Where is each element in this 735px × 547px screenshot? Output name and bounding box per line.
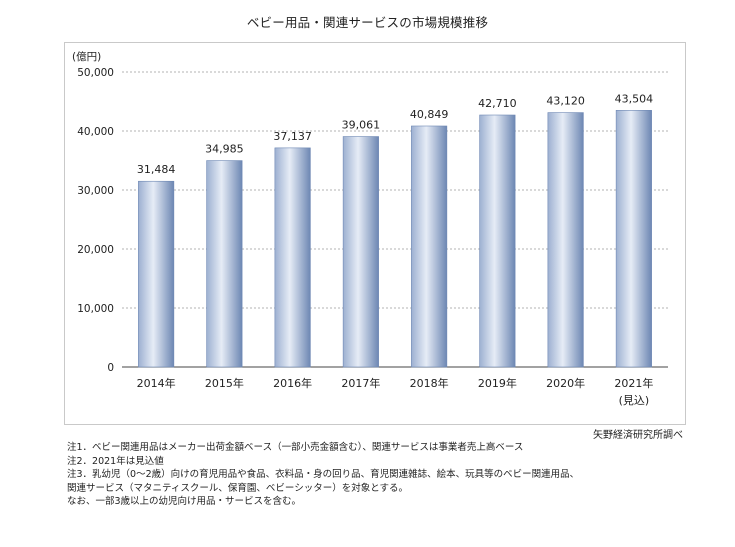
footnote-3-cont: 関連サービス（マタニティスクール、保育園、ベビーシッター）を対象とする。 [67, 482, 408, 494]
bar-value-label: 43,120 [546, 95, 585, 108]
bar [138, 180, 175, 368]
x-tick-label: 2017年 [341, 376, 380, 390]
bar [206, 160, 243, 368]
x-tick-label: 2014年 [137, 376, 176, 390]
source-credit: 矢野経済研究所調べ [593, 430, 683, 441]
bar-value-label: 37,137 [273, 130, 312, 143]
footnote-1: 注1．ベビー関連用品はメーカー出荷金額ベース（一部小売金額含む）、関連サービスは… [67, 442, 524, 453]
bar-value-label: 34,985 [205, 143, 244, 156]
footnote-2: 注2．2021年は見込値 [67, 455, 164, 467]
bar-value-label: 42,710 [478, 97, 517, 110]
x-tick-label: 2020年 [546, 376, 585, 390]
bar [479, 114, 516, 368]
bar [615, 110, 652, 368]
x-tick-sublabel: (見込) [619, 394, 650, 407]
footnote-4: なお、一部3歳以上の幼児向け用品・サービスを含む。 [67, 496, 302, 508]
y-tick-label: 40,000 [77, 126, 114, 138]
y-tick-label: 30,000 [77, 185, 114, 197]
y-tick-label: 10,000 [77, 303, 114, 315]
bar [547, 112, 584, 368]
y-tick-label: 0 [107, 362, 114, 374]
bar [342, 136, 379, 368]
bar [411, 125, 448, 368]
x-tick-label: 2015年 [205, 376, 244, 390]
y-axis-unit-label: (億円) [72, 50, 101, 63]
x-tick-label: 2021年 [614, 376, 653, 390]
bar-value-label: 31,484 [137, 163, 176, 176]
y-tick-label: 50,000 [77, 67, 114, 79]
x-tick-label: 2019年 [478, 376, 517, 390]
x-tick-label: 2016年 [273, 376, 312, 390]
bar-value-label: 43,504 [615, 92, 654, 105]
x-tick-label: 2018年 [410, 376, 449, 390]
footnote-3: 注3．乳幼児（0～2歳）向けの育児用品や食品、衣料品・身の回り品、育児関連雑誌、… [67, 469, 580, 481]
bar [274, 147, 311, 368]
chart-title: ベビー用品・関連サービスの市場規模推移 [246, 15, 489, 30]
bar-value-label: 40,849 [410, 108, 449, 121]
y-tick-label: 20,000 [77, 244, 114, 256]
footnotes: 注1．ベビー関連用品はメーカー出荷金額ベース（一部小売金額含む）、関連サービスは… [67, 441, 579, 509]
bar-value-label: 39,061 [342, 119, 381, 132]
bar-chart: 0 10,000 20,000 30,000 40,000 50,000 31,484 201… [72, 50, 668, 407]
